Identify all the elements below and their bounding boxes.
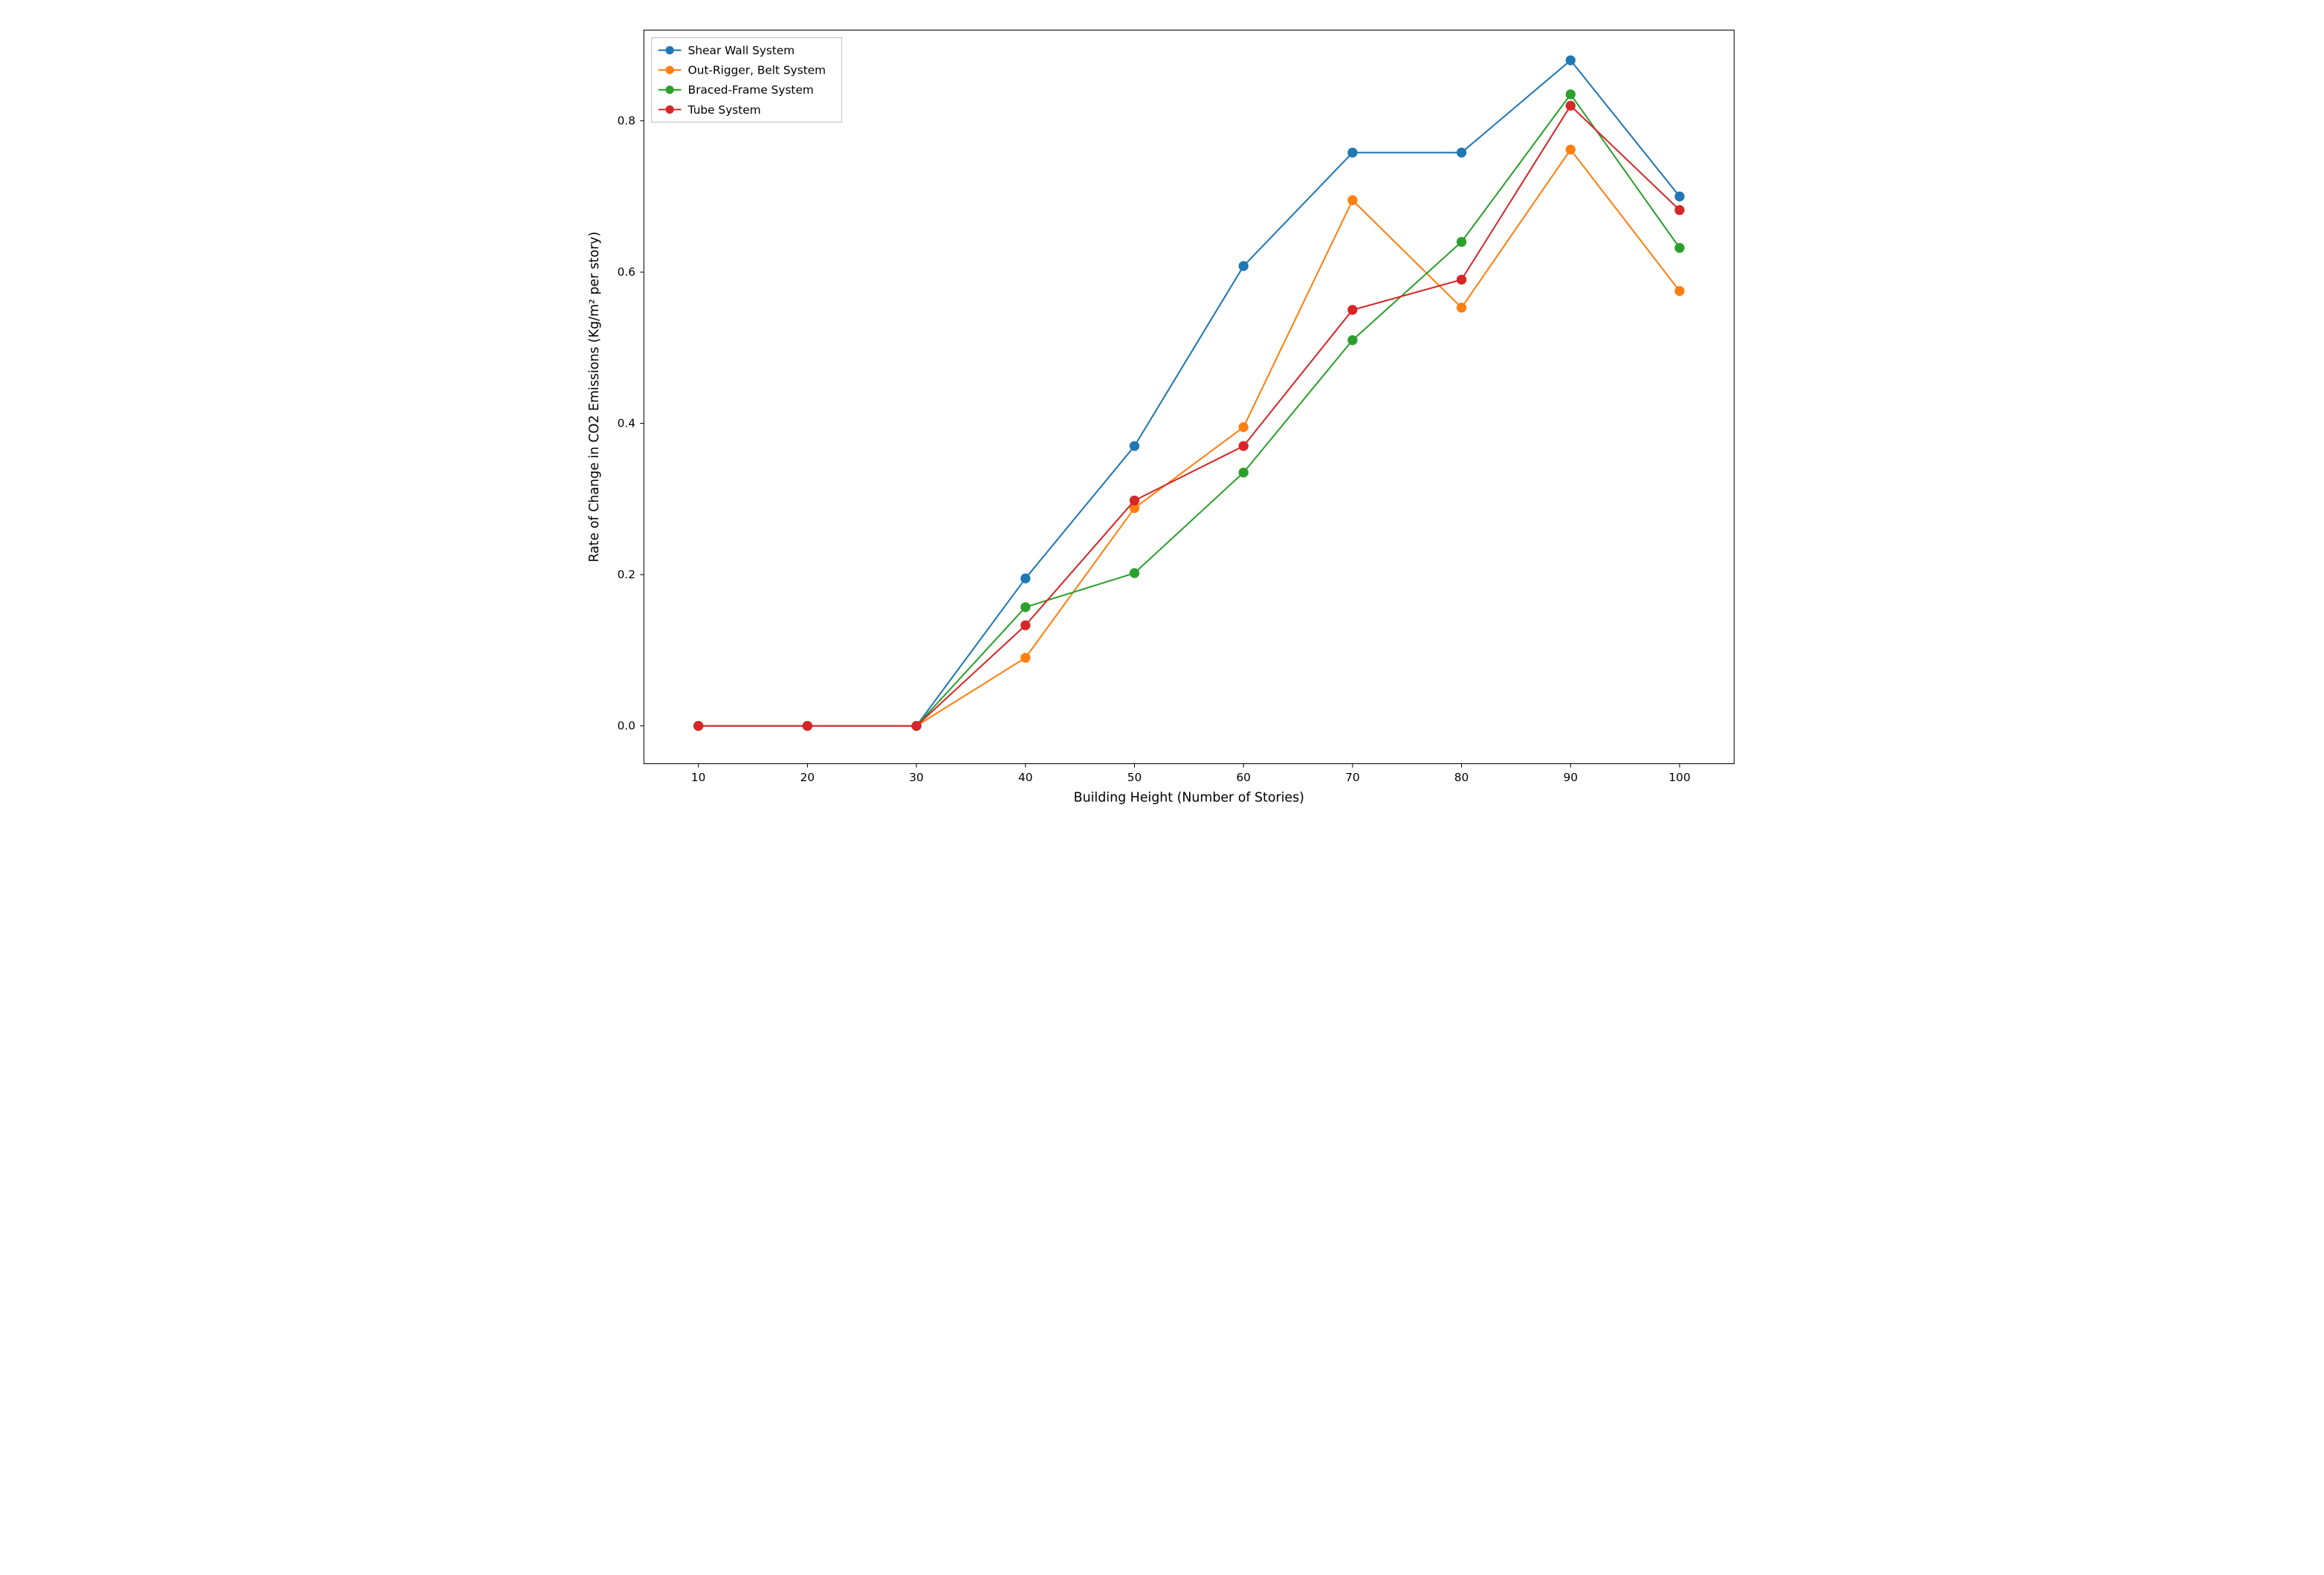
chart-container: 10 20 30 40 50 60 70 80 90 100 0.0 0.2 0.4 0.6 0.8 Buil…	[0, 0, 2324, 835]
series-marker	[1456, 148, 1466, 158]
x-tick-label: 30	[909, 771, 924, 784]
legend-marker	[665, 85, 673, 94]
series-marker	[1565, 56, 1575, 65]
series-marker	[1347, 305, 1357, 314]
series-marker	[1347, 335, 1357, 345]
legend-marker	[665, 66, 673, 74]
x-tick-label: 10	[690, 771, 705, 784]
series-marker	[1020, 621, 1030, 630]
series-marker	[1456, 303, 1466, 312]
series-marker	[1674, 205, 1684, 215]
x-tick-label: 50	[1127, 771, 1142, 784]
legend: Shear Wall System Out-Rigger, Belt System…	[651, 38, 841, 123]
legend-label: Out-Rigger, Belt System	[687, 64, 825, 77]
series-marker	[1347, 148, 1357, 158]
series-marker	[1674, 243, 1684, 253]
series-marker	[1674, 192, 1684, 201]
legend-marker	[665, 106, 673, 114]
series-marker	[802, 721, 812, 731]
co2-chart: 10 20 30 40 50 60 70 80 90 100 0.0 0.2 0.4 0.6 0.8 Buil…	[568, 15, 1757, 821]
series-marker	[1020, 602, 1030, 612]
series-marker	[1020, 574, 1030, 583]
series-marker	[1238, 441, 1248, 450]
x-tick-label: 70	[1345, 771, 1360, 784]
y-tick-label: 0.6	[617, 265, 635, 279]
y-tick-label: 0.2	[617, 568, 635, 581]
series-marker	[1456, 275, 1466, 285]
y-tick-label: 0.4	[617, 417, 635, 430]
series-marker	[1456, 237, 1466, 247]
series-marker	[1565, 101, 1575, 111]
legend-label: Shear Wall System	[687, 44, 794, 57]
series-marker	[911, 721, 921, 731]
y-tick-label: 0.0	[617, 719, 635, 733]
x-tick-label: 80	[1454, 771, 1469, 784]
y-tick-label: 0.8	[617, 114, 635, 128]
series-marker	[1347, 195, 1357, 205]
series-marker	[693, 721, 703, 731]
legend-label: Tube System	[687, 103, 760, 117]
x-tick-label: 60	[1236, 771, 1251, 784]
x-tick-label: 40	[1018, 771, 1033, 784]
legend-marker	[665, 46, 673, 54]
series-marker	[1565, 89, 1575, 99]
x-axis-label: Building Height (Number of Stories)	[1073, 791, 1304, 806]
x-tick-label: 90	[1563, 771, 1578, 784]
series-marker	[1129, 568, 1139, 578]
y-axis-label: Rate of Change in CO2 Emissions (Kg/m² p…	[586, 232, 601, 563]
series-marker	[1674, 286, 1684, 296]
chart-bg	[568, 15, 1757, 821]
series-marker	[1129, 441, 1139, 450]
x-tick-label: 20	[800, 771, 815, 784]
series-marker	[1129, 496, 1139, 505]
legend-label: Braced-Frame System	[687, 83, 813, 97]
series-marker	[1565, 145, 1575, 155]
x-tick-label: 100	[1668, 771, 1690, 784]
series-marker	[1238, 468, 1248, 477]
series-marker	[1238, 261, 1248, 271]
series-marker	[1020, 653, 1030, 662]
series-marker	[1238, 422, 1248, 432]
